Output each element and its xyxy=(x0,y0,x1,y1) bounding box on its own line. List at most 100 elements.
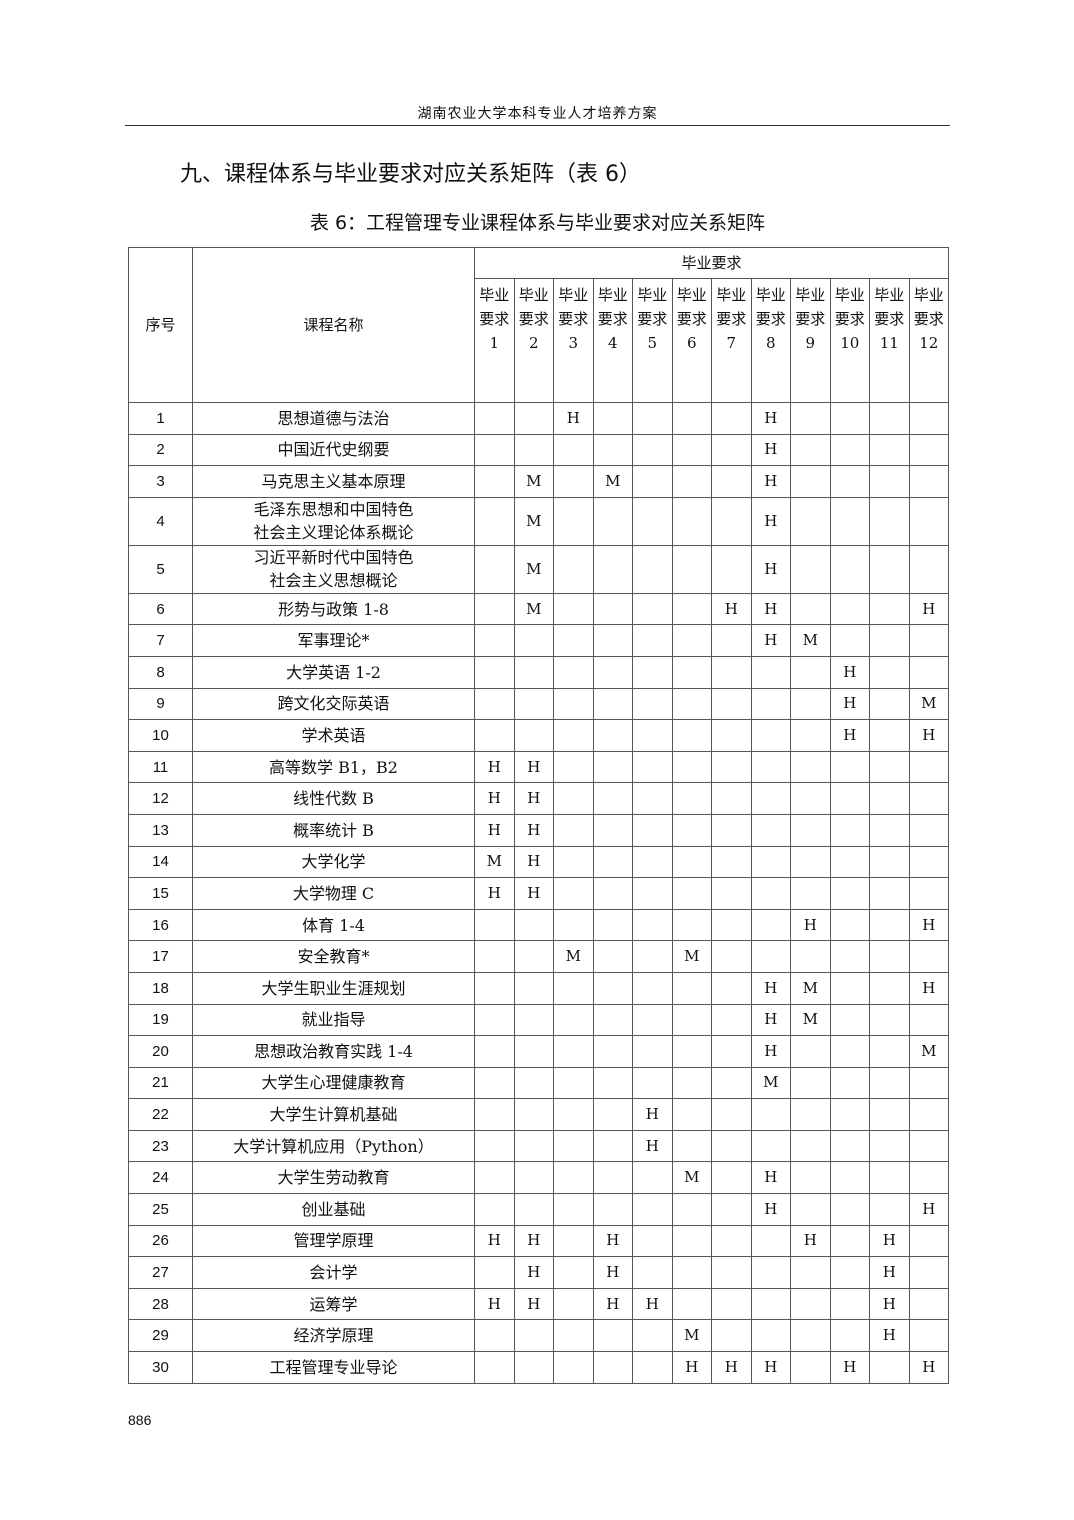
row-index: 22 xyxy=(128,1098,193,1131)
row-index: 12 xyxy=(128,782,193,815)
mark-cell-req-6 xyxy=(671,1035,712,1068)
mark-cell-req-10 xyxy=(829,544,870,594)
mark-cell-req-2: H xyxy=(513,845,554,879)
mark-cell-req-5: H xyxy=(632,1129,673,1163)
mark-cell-req-11 xyxy=(869,1129,910,1163)
mark-cell-req-12 xyxy=(908,655,950,689)
mark-cell-req-8: H xyxy=(750,465,791,498)
mark-cell-req-3 xyxy=(553,1066,594,1100)
mark-cell-req-10 xyxy=(829,592,870,626)
mark-cell-req-7 xyxy=(711,1161,752,1195)
mark-cell-req-4 xyxy=(592,782,633,815)
header-requirement-12: 毕业要求12 xyxy=(908,278,950,403)
mark-cell-req-9 xyxy=(790,655,831,689)
mark-cell-req-1 xyxy=(474,1035,515,1068)
mark-cell-req-7 xyxy=(711,1319,752,1353)
mark-cell-req-5 xyxy=(632,402,673,435)
mark-cell-req-9 xyxy=(790,1287,831,1321)
course-name: 大学生计算机基础 xyxy=(192,1098,475,1131)
table-row: 24 大学生劳动教育 M H xyxy=(128,1161,950,1195)
mark-cell-req-4: H xyxy=(592,1256,633,1289)
table-row: 17 安全教育* M M xyxy=(128,940,950,973)
mark-cell-req-10 xyxy=(829,624,870,657)
mark-cell-req-1 xyxy=(474,1003,515,1037)
course-name: 会计学 xyxy=(192,1256,475,1289)
course-name: 大学计算机应用（Python） xyxy=(192,1129,475,1163)
mark-cell-req-3 xyxy=(553,1098,594,1131)
mark-cell-req-10 xyxy=(829,433,870,467)
mark-cell-req-12: H xyxy=(908,719,950,752)
mark-cell-req-1 xyxy=(474,624,515,657)
mark-cell-req-1 xyxy=(474,1351,515,1384)
mark-cell-req-11 xyxy=(869,687,910,721)
row-index: 17 xyxy=(128,940,193,973)
mark-cell-req-12 xyxy=(908,496,950,546)
mark-cell-req-12 xyxy=(908,1224,950,1258)
mark-cell-req-12 xyxy=(908,813,950,847)
mark-cell-req-2 xyxy=(513,624,554,657)
mark-cell-req-11 xyxy=(869,496,910,546)
mark-cell-req-4 xyxy=(592,940,633,973)
mark-cell-req-1: H xyxy=(474,782,515,815)
mark-cell-req-10 xyxy=(829,940,870,973)
mark-cell-req-1 xyxy=(474,1129,515,1163)
row-index: 28 xyxy=(128,1287,193,1321)
mark-cell-req-10 xyxy=(829,1098,870,1131)
table-caption: 表 6：工程管理专业课程体系与毕业要求对应关系矩阵 xyxy=(309,212,766,234)
mark-cell-req-10: H xyxy=(829,1351,870,1384)
mark-cell-req-6 xyxy=(671,1193,712,1226)
row-index: 18 xyxy=(128,971,193,1005)
table-row: 11 高等数学 B1，B2 H H xyxy=(128,750,950,784)
mark-cell-req-8 xyxy=(750,750,791,784)
mark-cell-req-6 xyxy=(671,465,712,498)
course-name: 工程管理专业导论 xyxy=(192,1351,475,1384)
mark-cell-req-8: H xyxy=(750,624,791,657)
mark-cell-req-2 xyxy=(513,1319,554,1353)
mark-cell-req-4 xyxy=(592,544,633,594)
mark-cell-req-6 xyxy=(671,402,712,435)
mark-cell-req-10 xyxy=(829,813,870,847)
mark-cell-req-6 xyxy=(671,496,712,546)
mark-cell-req-1: M xyxy=(474,845,515,879)
mark-cell-req-9 xyxy=(790,1256,831,1289)
header-requirement-2: 毕业要求2 xyxy=(513,278,554,403)
mark-cell-req-7 xyxy=(711,465,752,498)
mark-cell-req-2 xyxy=(513,402,554,435)
mark-cell-req-11 xyxy=(869,1066,910,1100)
table-row: 5 习近平新时代中国特色 社会主义思想概论 M H xyxy=(128,544,950,594)
table-row: 27 会计学 H H H xyxy=(128,1256,950,1289)
mark-cell-req-1 xyxy=(474,1193,515,1226)
mark-cell-req-6 xyxy=(671,813,712,847)
row-index: 11 xyxy=(128,750,193,784)
mark-cell-req-5: H xyxy=(632,1098,673,1131)
mark-cell-req-10 xyxy=(829,1066,870,1100)
mark-cell-req-10 xyxy=(829,1129,870,1163)
mark-cell-req-2: M xyxy=(513,544,554,594)
row-index: 29 xyxy=(128,1319,193,1353)
mark-cell-req-9 xyxy=(790,496,831,546)
mark-cell-req-8 xyxy=(750,877,791,910)
mark-cell-req-7 xyxy=(711,1129,752,1163)
mark-cell-req-6 xyxy=(671,1287,712,1321)
mark-cell-req-3 xyxy=(553,971,594,1005)
mark-cell-req-8 xyxy=(750,655,791,689)
mark-cell-req-1 xyxy=(474,1256,515,1289)
mark-cell-req-1 xyxy=(474,544,515,594)
mark-cell-req-6 xyxy=(671,877,712,910)
mark-cell-req-7 xyxy=(711,1256,752,1289)
mark-cell-req-8 xyxy=(750,687,791,721)
mark-cell-req-12 xyxy=(908,1098,950,1131)
mark-cell-req-4 xyxy=(592,1319,633,1353)
mark-cell-req-11 xyxy=(869,433,910,467)
mark-cell-req-8: H xyxy=(750,1035,791,1068)
mark-cell-req-6 xyxy=(671,433,712,467)
mark-cell-req-11 xyxy=(869,782,910,815)
mark-cell-req-6 xyxy=(671,1129,712,1163)
mark-cell-req-3 xyxy=(553,544,594,594)
table-row: 2 中国近代史纲要 H xyxy=(128,433,950,467)
mark-cell-req-4 xyxy=(592,845,633,879)
mark-cell-req-10 xyxy=(829,845,870,879)
mark-cell-req-4 xyxy=(592,655,633,689)
mark-cell-req-6 xyxy=(671,1224,712,1258)
